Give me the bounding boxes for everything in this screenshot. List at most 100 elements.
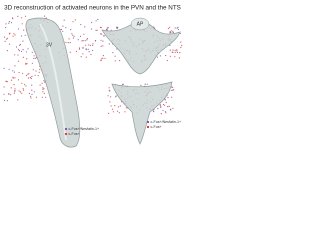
neuron-dot: [79, 35, 82, 38]
neuron-dot: [69, 42, 71, 44]
neuron-dot: [14, 54, 16, 56]
neuron-dot: [73, 35, 75, 37]
neuron-dot: [41, 96, 43, 98]
neuron-dot: [181, 44, 183, 47]
neuron-dot: [28, 92, 30, 95]
neuron-dot: [27, 73, 29, 75]
neuron-dot: [19, 91, 22, 93]
neuron-dot: [32, 69, 34, 71]
neuron-dot: [92, 43, 94, 45]
neuron-dot: [77, 39, 79, 41]
neuron-dot: [25, 51, 27, 53]
neuron-dot: [144, 83, 146, 85]
neuron-dot: [117, 106, 119, 108]
neuron-dot: [22, 88, 24, 90]
neuron-dot: [5, 27, 7, 29]
neuron-dot: [140, 84, 142, 86]
neuron-dot: [165, 54, 167, 57]
neuron-dot: [164, 111, 166, 113]
neuron-dot: [157, 108, 159, 110]
neuron-dot: [159, 104, 161, 106]
neuron-dot: [176, 50, 178, 52]
neuron-dot: [8, 33, 10, 35]
neuron-dot: [78, 47, 81, 49]
neuron-dot: [108, 87, 110, 89]
neuron-dot: [160, 106, 162, 108]
panel-label: AP: [137, 21, 144, 27]
neuron-dot: [18, 60, 20, 62]
neuron-dot: [33, 55, 35, 57]
neuron-dot: [12, 70, 14, 72]
neuron-dot: [75, 50, 78, 52]
legend-dot: [146, 120, 150, 124]
neuron-dot: [22, 49, 24, 51]
neuron-dot: [100, 45, 102, 47]
ap-region: [130, 17, 150, 31]
neuron-dot: [169, 32, 171, 34]
neuron-dot: [100, 33, 102, 35]
nts-shape: [111, 81, 173, 145]
neuron-dot: [172, 31, 174, 33]
neuron-dot: [112, 52, 114, 54]
neuron-dot: [24, 15, 27, 17]
neuron-dot: [3, 93, 5, 95]
neuron-dot: [62, 25, 64, 27]
neuron-dot: [26, 63, 28, 65]
neuron-dot: [170, 89, 172, 91]
legend-text: c-Fos+/Nesfatin-1+: [69, 127, 100, 131]
neuron-dot: [91, 21, 93, 24]
neuron-dot: [68, 38, 70, 40]
neuron-dot: [111, 108, 114, 110]
neuron-dot: [26, 58, 28, 60]
neuron-dot: [86, 38, 88, 40]
neuron-dot: [91, 28, 93, 30]
neuron-dot: [8, 68, 10, 70]
neuron-dot: [70, 29, 72, 31]
neuron-dot: [31, 75, 33, 78]
neuron-dot: [28, 73, 30, 75]
neuron-dot: [106, 28, 108, 31]
neuron-dot: [172, 49, 174, 51]
neuron-dot: [72, 21, 74, 23]
neuron-dot: [27, 77, 30, 79]
neuron-dot: [169, 26, 171, 28]
neuron-dot: [38, 71, 40, 73]
neuron-dot: [92, 49, 94, 52]
neuron-dot: [89, 44, 92, 46]
neuron-dot: [118, 112, 120, 114]
neuron-dot: [177, 28, 179, 31]
neuron-dot: [65, 27, 67, 29]
neuron-dot: [10, 94, 12, 96]
figure-title: 3D reconstruction of activated neurons i…: [4, 5, 181, 12]
neuron-dot: [112, 111, 114, 113]
neuron-dot: [114, 105, 116, 107]
neuron-dot: [172, 31, 174, 34]
neuron-dot: [78, 48, 80, 50]
neuron-dot: [41, 82, 43, 84]
neuron-dot: [85, 56, 87, 58]
neuron-dot: [159, 55, 161, 57]
neuron-dot: [167, 27, 169, 30]
neuron-dot: [31, 93, 33, 95]
neuron-dot: [14, 88, 16, 90]
neuron-dot: [169, 49, 171, 51]
neuron-dot: [5, 80, 7, 82]
legend: c-Fos+/Nesfatin-1+ c-Fos+: [64, 127, 100, 136]
neuron-dot: [100, 59, 102, 62]
legend-dot: [64, 132, 68, 136]
neuron-dot: [95, 29, 97, 31]
neuron-dot: [22, 89, 25, 91]
neuron-dot: [44, 81, 46, 83]
legend-text: c-Fos+: [151, 125, 162, 129]
neuron-dot: [17, 54, 19, 56]
neuron-dot: [107, 95, 109, 97]
neuron-dot: [88, 51, 90, 53]
neuron-dot: [171, 96, 173, 98]
neuron-dot: [6, 50, 8, 52]
neuron-dot: [37, 75, 39, 77]
neuron-dot: [102, 54, 104, 57]
neuron-dot: [24, 34, 26, 36]
neuron-dot: [14, 65, 16, 67]
neuron-dot: [20, 17, 23, 19]
neuron-dot: [14, 77, 16, 79]
